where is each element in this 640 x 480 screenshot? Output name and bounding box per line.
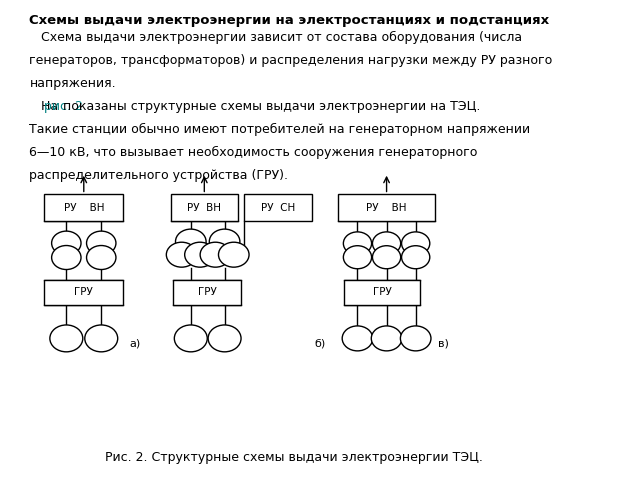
Text: распределительного устройства (ГРУ).: распределительного устройства (ГРУ). bbox=[29, 169, 289, 182]
Circle shape bbox=[52, 245, 81, 269]
Text: ГРУ: ГРУ bbox=[74, 288, 93, 297]
Text: ГРУ: ГРУ bbox=[198, 288, 217, 297]
Bar bbox=[338, 194, 435, 221]
Circle shape bbox=[52, 231, 81, 255]
Text: Рис. 2. Структурные схемы выдачи электроэнергии ТЭЦ.: Рис. 2. Структурные схемы выдачи электро… bbox=[105, 451, 483, 464]
Bar bbox=[170, 194, 238, 221]
Circle shape bbox=[86, 231, 116, 255]
Text: Такие станции обычно имеют потребителей на генераторном напряжении: Такие станции обычно имеют потребителей … bbox=[29, 123, 531, 136]
Circle shape bbox=[50, 325, 83, 352]
Bar bbox=[344, 280, 420, 305]
Circle shape bbox=[185, 242, 215, 267]
Text: Схемы выдачи электроэнергии на электростанциях и подстанциях: Схемы выдачи электроэнергии на электрост… bbox=[29, 14, 550, 27]
Bar bbox=[244, 194, 312, 221]
Text: ~: ~ bbox=[352, 332, 363, 345]
Circle shape bbox=[371, 326, 402, 351]
Circle shape bbox=[175, 229, 206, 254]
Circle shape bbox=[401, 246, 430, 269]
Text: 6—10 кВ, что вызывает необходимость сооружения генераторного: 6—10 кВ, что вызывает необходимость соор… bbox=[29, 146, 478, 159]
Text: На: На bbox=[29, 100, 63, 113]
Text: ~: ~ bbox=[96, 332, 106, 345]
Circle shape bbox=[401, 232, 430, 255]
Circle shape bbox=[200, 242, 230, 267]
Text: ГРУ: ГРУ bbox=[372, 288, 392, 297]
Bar bbox=[173, 280, 241, 305]
Text: ~: ~ bbox=[186, 332, 196, 345]
Text: ~: ~ bbox=[410, 332, 421, 345]
Text: РУ  СН: РУ СН bbox=[260, 203, 295, 213]
Circle shape bbox=[372, 232, 401, 255]
Circle shape bbox=[174, 325, 207, 352]
Text: РУ  ВН: РУ ВН bbox=[188, 203, 221, 213]
Text: Схема выдачи электроэнергии зависит от состава оборудования (числа: Схема выдачи электроэнергии зависит от с… bbox=[29, 31, 522, 44]
Text: ~: ~ bbox=[220, 332, 230, 345]
Text: РУ    ВН: РУ ВН bbox=[366, 203, 407, 213]
Circle shape bbox=[372, 246, 401, 269]
Circle shape bbox=[344, 232, 372, 255]
Circle shape bbox=[342, 326, 372, 351]
Circle shape bbox=[209, 229, 240, 254]
Text: в): в) bbox=[438, 338, 449, 348]
Text: а): а) bbox=[129, 338, 141, 348]
Circle shape bbox=[208, 325, 241, 352]
Circle shape bbox=[86, 245, 116, 269]
Circle shape bbox=[166, 242, 197, 267]
Text: РУ    ВН: РУ ВН bbox=[63, 203, 104, 213]
Text: рис. 2: рис. 2 bbox=[44, 100, 83, 113]
Text: показаны структурные схемы выдачи электроэнергии на ТЭЦ.: показаны структурные схемы выдачи электр… bbox=[59, 100, 481, 113]
Text: б): б) bbox=[314, 338, 326, 348]
Text: ~: ~ bbox=[381, 332, 392, 345]
Bar bbox=[44, 280, 124, 305]
Circle shape bbox=[84, 325, 118, 352]
Circle shape bbox=[401, 326, 431, 351]
Text: ~: ~ bbox=[61, 332, 72, 345]
Circle shape bbox=[344, 246, 372, 269]
Text: напряжения.: напряжения. bbox=[29, 77, 116, 90]
Bar bbox=[44, 194, 124, 221]
Text: генераторов, трансформаторов) и распределения нагрузки между РУ разного: генераторов, трансформаторов) и распреде… bbox=[29, 54, 553, 67]
Circle shape bbox=[218, 242, 249, 267]
